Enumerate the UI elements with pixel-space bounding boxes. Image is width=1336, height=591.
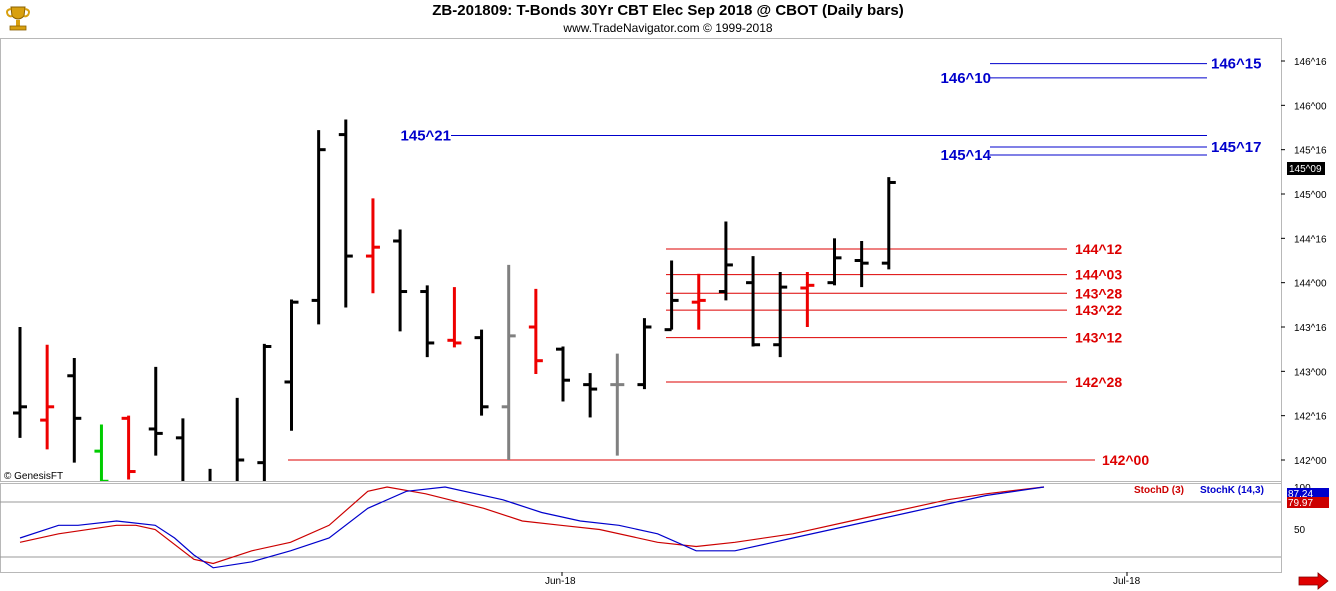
- level-label: 143^12: [1075, 330, 1122, 346]
- ohlc-bar: [827, 238, 842, 286]
- ohlc-bar: [40, 344, 55, 450]
- level-label: 144^12: [1075, 241, 1122, 257]
- level-label: 142^28: [1075, 374, 1122, 390]
- ohlc-bar: [637, 318, 652, 390]
- ohlc-bar: [583, 373, 598, 418]
- current-price-label: 145^09: [1289, 164, 1322, 175]
- stoch-tick-50: 50: [1294, 525, 1306, 536]
- ohlc-bar: [881, 177, 896, 270]
- ohlc-bar: [691, 273, 706, 330]
- y-tick-label: 146^16: [1294, 57, 1327, 68]
- stoch-panel-frame: [0, 483, 1282, 573]
- ohlc-bar: [175, 418, 185, 481]
- ohlc-bar: [311, 130, 326, 325]
- trophy-logo-icon: [6, 6, 30, 31]
- stochd-value-box: [1287, 497, 1329, 508]
- genesis-watermark: © GenesisFT: [4, 471, 63, 482]
- ohlc-bar: [67, 358, 82, 463]
- y-tick-label: 142^16: [1294, 412, 1327, 423]
- ohlc-bar: [393, 229, 408, 332]
- ohlc-bar: [773, 272, 788, 358]
- ohlc-bar: [474, 329, 489, 416]
- y-tick-label: 144^16: [1294, 234, 1327, 245]
- y-tick-label: 146^00: [1294, 101, 1327, 112]
- y-tick-label: 143^16: [1294, 323, 1327, 334]
- current-price-box: [1287, 162, 1325, 175]
- ohlc-bar: [338, 119, 353, 308]
- current-price-marker: 145^09: [1287, 162, 1325, 175]
- arrow-right-icon[interactable]: [1298, 572, 1329, 590]
- ohlc-bar: [365, 198, 380, 294]
- ohlc-bar: [13, 327, 27, 438]
- price-panel: [0, 38, 1282, 482]
- ohlc-bar: [235, 397, 245, 481]
- stochk-legend: StochK (14,3): [1200, 485, 1264, 496]
- x-axis: Jun-18 Jul-18: [545, 572, 1141, 587]
- ohlc-bar: [121, 415, 136, 480]
- stochd-legend: StochD (3): [1134, 485, 1184, 496]
- stochastic-panel: StochD (3) StochK (14,3) 100 50 87.24 79…: [0, 483, 1329, 569]
- level-label: 142^00: [1102, 452, 1149, 468]
- level-label: 143^22: [1075, 302, 1122, 318]
- stochk-value: 87.24: [1288, 489, 1313, 500]
- ohlc-bar: [447, 287, 462, 348]
- ohlc-bar: [94, 424, 109, 481]
- level-lines: 146^15 146^10 145^21 145^17 145^14 144^12 144^…: [288, 56, 1261, 468]
- x-tick-jul: Jul-18: [1113, 576, 1141, 587]
- ohlc-bar: [664, 260, 679, 332]
- x-tick-jun: Jun-18: [545, 576, 576, 587]
- ohlc-bar: [718, 221, 733, 301]
- price-axis: 142^00 142^16 143^00 143^16 144^00 144^16 145^…: [1281, 57, 1327, 467]
- y-tick-label: 145^16: [1294, 146, 1327, 157]
- level-label: 145^17: [1211, 139, 1261, 156]
- price-panel-frame: [0, 38, 1282, 482]
- ohlc-bar: [800, 272, 815, 327]
- ohlc-bar: [556, 346, 570, 402]
- y-tick-label: 145^00: [1294, 190, 1327, 201]
- ohlc-bar: [746, 256, 761, 347]
- level-label: 143^28: [1075, 285, 1122, 301]
- ohlc-bar: [501, 264, 516, 460]
- stochk-line: [19, 486, 1045, 569]
- chart-subtitle: www.TradeNavigator.com © 1999-2018: [563, 21, 773, 35]
- scroll-right-button[interactable]: [1298, 572, 1329, 590]
- stochd-line: [19, 486, 1045, 565]
- ohlc-bar: [257, 343, 272, 481]
- level-label: 145^21: [401, 127, 451, 144]
- y-tick-label: 144^00: [1294, 279, 1327, 290]
- ohlc-bar: [148, 366, 163, 456]
- stochd-value: 79.97: [1288, 498, 1313, 509]
- ohlc-bar: [208, 468, 212, 481]
- price-bars: [13, 119, 896, 481]
- level-label: 146^10: [941, 70, 991, 87]
- chart-title: ZB-201809: T-Bonds 30Yr CBT Elec Sep 201…: [432, 2, 904, 19]
- chart-header: ZB-201809: T-Bonds 30Yr CBT Elec Sep 201…: [0, 0, 1336, 38]
- y-tick-label: 143^00: [1294, 367, 1327, 378]
- stochk-value-box: [1287, 488, 1329, 498]
- ohlc-bar: [854, 240, 869, 288]
- level-label: 146^15: [1211, 56, 1261, 73]
- ohlc-bar: [284, 299, 299, 431]
- level-label: 145^14: [941, 147, 992, 164]
- ohlc-bar: [528, 288, 543, 374]
- ohlc-bar: [420, 285, 435, 358]
- ohlc-bar: [610, 353, 625, 456]
- level-label: 144^03: [1075, 267, 1122, 283]
- y-tick-label: 142^00: [1294, 456, 1327, 467]
